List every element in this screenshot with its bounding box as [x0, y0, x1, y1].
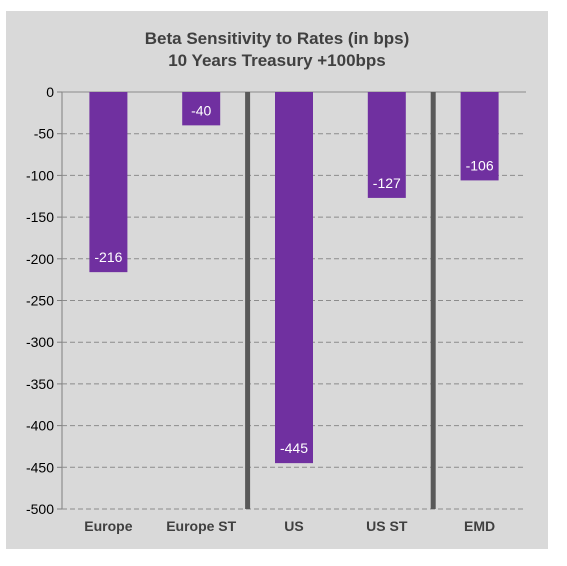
y-tick-label: -300: [26, 334, 54, 350]
category-label: EMD: [464, 518, 495, 534]
data-label: -216: [94, 249, 122, 265]
bar: [460, 92, 499, 181]
data-label: -445: [280, 440, 308, 456]
y-tick-label: -450: [26, 459, 54, 475]
category-label: Europe ST: [166, 518, 236, 534]
bar: [182, 92, 221, 126]
chart-subtitle: 10 Years Treasury +100bps: [168, 51, 386, 70]
y-tick-label: -350: [26, 376, 54, 392]
category-label: US: [284, 518, 303, 534]
y-tick-label: -50: [34, 126, 54, 142]
chart-title: Beta Sensitivity to Rates (in bps): [145, 29, 410, 48]
y-tick-label: -100: [26, 167, 54, 183]
data-label: -40: [191, 102, 211, 118]
category-label: Europe: [84, 518, 132, 534]
category-label: US ST: [366, 518, 408, 534]
y-tick-label: -250: [26, 293, 54, 309]
y-tick-label: -150: [26, 209, 54, 225]
bar: [89, 92, 128, 273]
y-tick-label: -400: [26, 418, 54, 434]
bar-chart: Beta Sensitivity to Rates (in bps) 10 Ye…: [26, 29, 526, 534]
data-label: -106: [466, 157, 494, 173]
bar: [367, 92, 406, 198]
data-label: -127: [373, 175, 401, 191]
bar: [275, 92, 313, 464]
y-tick-label: -500: [26, 501, 54, 517]
y-tick-label: 0: [46, 84, 54, 100]
chart-panel: Beta Sensitivity to Rates (in bps) 10 Ye…: [6, 11, 548, 549]
y-tick-label: -200: [26, 251, 54, 267]
